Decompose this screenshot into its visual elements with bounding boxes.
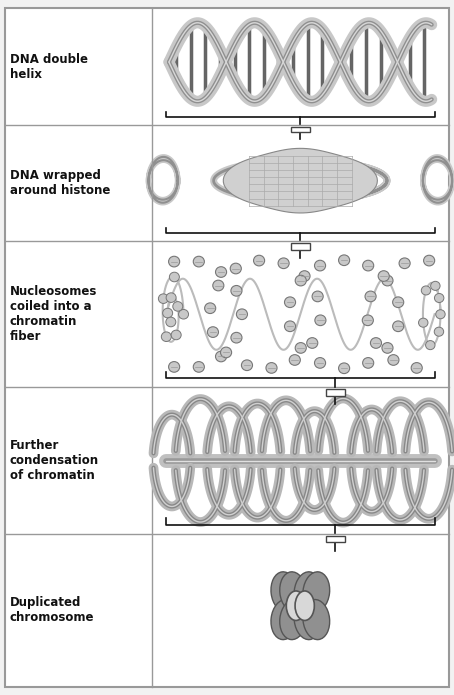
Ellipse shape	[431, 281, 440, 291]
Ellipse shape	[315, 260, 326, 271]
Ellipse shape	[382, 343, 393, 353]
Ellipse shape	[171, 330, 181, 340]
Bar	[291, 126, 310, 132]
Circle shape	[286, 591, 306, 621]
Ellipse shape	[278, 258, 289, 268]
Ellipse shape	[289, 354, 301, 366]
Ellipse shape	[388, 354, 399, 366]
Ellipse shape	[295, 275, 306, 286]
Ellipse shape	[253, 255, 265, 266]
Ellipse shape	[166, 317, 176, 327]
Ellipse shape	[285, 297, 296, 308]
Ellipse shape	[193, 256, 204, 267]
Circle shape	[295, 591, 314, 621]
Ellipse shape	[363, 358, 374, 368]
Ellipse shape	[213, 280, 224, 291]
Ellipse shape	[339, 363, 350, 374]
Ellipse shape	[205, 303, 216, 313]
Ellipse shape	[411, 363, 422, 373]
Ellipse shape	[393, 297, 404, 308]
Ellipse shape	[242, 360, 252, 370]
Ellipse shape	[266, 363, 277, 373]
Ellipse shape	[178, 309, 188, 319]
Ellipse shape	[231, 332, 242, 343]
Bar	[291, 243, 310, 250]
Ellipse shape	[231, 286, 242, 296]
Ellipse shape	[393, 321, 404, 332]
Ellipse shape	[207, 327, 218, 337]
Ellipse shape	[339, 255, 350, 265]
Ellipse shape	[216, 267, 227, 277]
Ellipse shape	[271, 572, 298, 612]
Ellipse shape	[421, 286, 431, 295]
Ellipse shape	[365, 291, 376, 302]
Ellipse shape	[280, 572, 306, 612]
Ellipse shape	[271, 600, 298, 639]
Ellipse shape	[163, 309, 173, 318]
Ellipse shape	[280, 600, 306, 639]
Ellipse shape	[193, 361, 204, 373]
Ellipse shape	[158, 294, 168, 304]
Ellipse shape	[363, 260, 374, 271]
Ellipse shape	[382, 275, 393, 286]
Ellipse shape	[168, 256, 180, 267]
Ellipse shape	[378, 271, 389, 281]
Text: Duplicated
chromosome: Duplicated chromosome	[10, 596, 94, 624]
Ellipse shape	[166, 293, 176, 302]
Polygon shape	[223, 148, 377, 213]
Ellipse shape	[419, 318, 428, 327]
Ellipse shape	[169, 272, 179, 281]
Ellipse shape	[294, 572, 321, 612]
Text: DNA wrapped
around histone: DNA wrapped around histone	[10, 169, 110, 197]
Ellipse shape	[399, 258, 410, 268]
Bar	[326, 389, 345, 396]
Ellipse shape	[216, 351, 227, 362]
Ellipse shape	[315, 315, 326, 326]
Ellipse shape	[168, 361, 180, 373]
Text: Further
condensation
of chromatin: Further condensation of chromatin	[10, 439, 99, 482]
Ellipse shape	[237, 309, 247, 320]
Ellipse shape	[230, 263, 242, 274]
Ellipse shape	[303, 572, 330, 612]
Bar	[326, 536, 345, 543]
Ellipse shape	[295, 343, 306, 353]
Ellipse shape	[434, 293, 444, 302]
Ellipse shape	[362, 315, 373, 326]
Ellipse shape	[315, 358, 326, 368]
Ellipse shape	[312, 291, 323, 302]
Text: DNA double
helix: DNA double helix	[10, 53, 88, 81]
Ellipse shape	[173, 302, 183, 311]
Ellipse shape	[370, 338, 381, 348]
Ellipse shape	[425, 341, 435, 350]
Ellipse shape	[161, 332, 171, 341]
Ellipse shape	[424, 255, 434, 266]
Ellipse shape	[303, 600, 330, 639]
Ellipse shape	[436, 310, 445, 319]
Text: Nucleosomes
coiled into a
chromatin
fiber: Nucleosomes coiled into a chromatin fibe…	[10, 285, 97, 343]
Ellipse shape	[434, 327, 444, 336]
Ellipse shape	[299, 271, 310, 281]
Ellipse shape	[307, 338, 318, 348]
Ellipse shape	[221, 347, 232, 358]
Ellipse shape	[294, 600, 321, 639]
Ellipse shape	[285, 321, 296, 332]
